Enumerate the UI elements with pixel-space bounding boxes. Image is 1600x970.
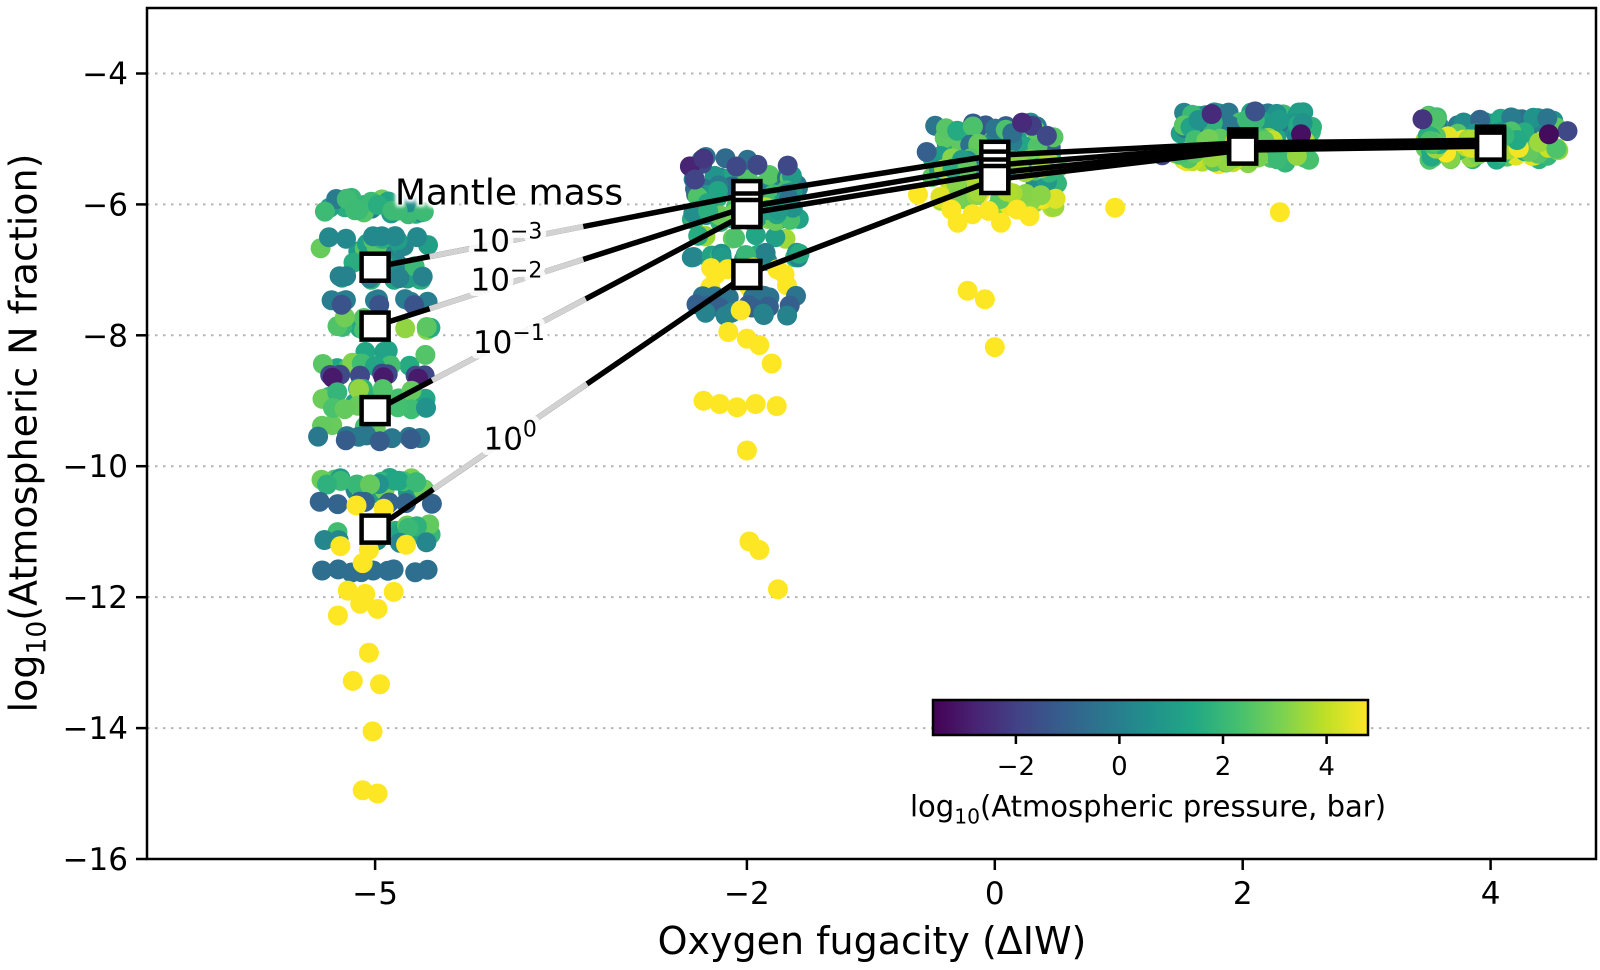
colorbar: −2 0 2 4	[931, 698, 1370, 782]
mantle-mass-series-label: 10−1	[473, 321, 545, 361]
median-square-marker	[979, 163, 1011, 196]
x-tick-label: −5	[352, 876, 398, 912]
y-tick-label: −12	[63, 580, 128, 616]
median-square-marker	[359, 310, 391, 342]
colorbar-tick-label: 0	[1111, 752, 1128, 782]
x-tick-label: 0	[985, 876, 1005, 912]
y-tick-label: −16	[63, 842, 128, 878]
median-square-marker	[359, 251, 391, 283]
axes-frame	[145, 6, 1598, 861]
y-tick-label: −14	[63, 711, 128, 747]
mantle-mass-series-label: 10−2	[471, 259, 543, 299]
y-tick-label: −4	[82, 57, 128, 93]
y-tick-label: −6	[82, 187, 128, 223]
mantle-mass-series-label: 10−3	[471, 219, 543, 259]
x-tick-label: 4	[1481, 876, 1501, 912]
median-square-marker	[731, 197, 763, 230]
median-square-marker	[731, 258, 763, 291]
y-tick-label: −10	[63, 449, 128, 485]
median-square-marker	[1226, 134, 1259, 166]
colorbar-tick-label: 2	[1215, 752, 1232, 782]
colorbar-tick-label: −2	[997, 752, 1035, 782]
median-square-marker	[359, 394, 391, 427]
median-square-marker	[1474, 130, 1507, 162]
x-tick-label: −2	[724, 876, 770, 912]
y-tick-label: −8	[82, 318, 128, 354]
x-tick-label: 2	[1233, 876, 1253, 912]
median-square-marker	[359, 513, 391, 545]
colorbar-tick-label: 4	[1318, 752, 1335, 782]
